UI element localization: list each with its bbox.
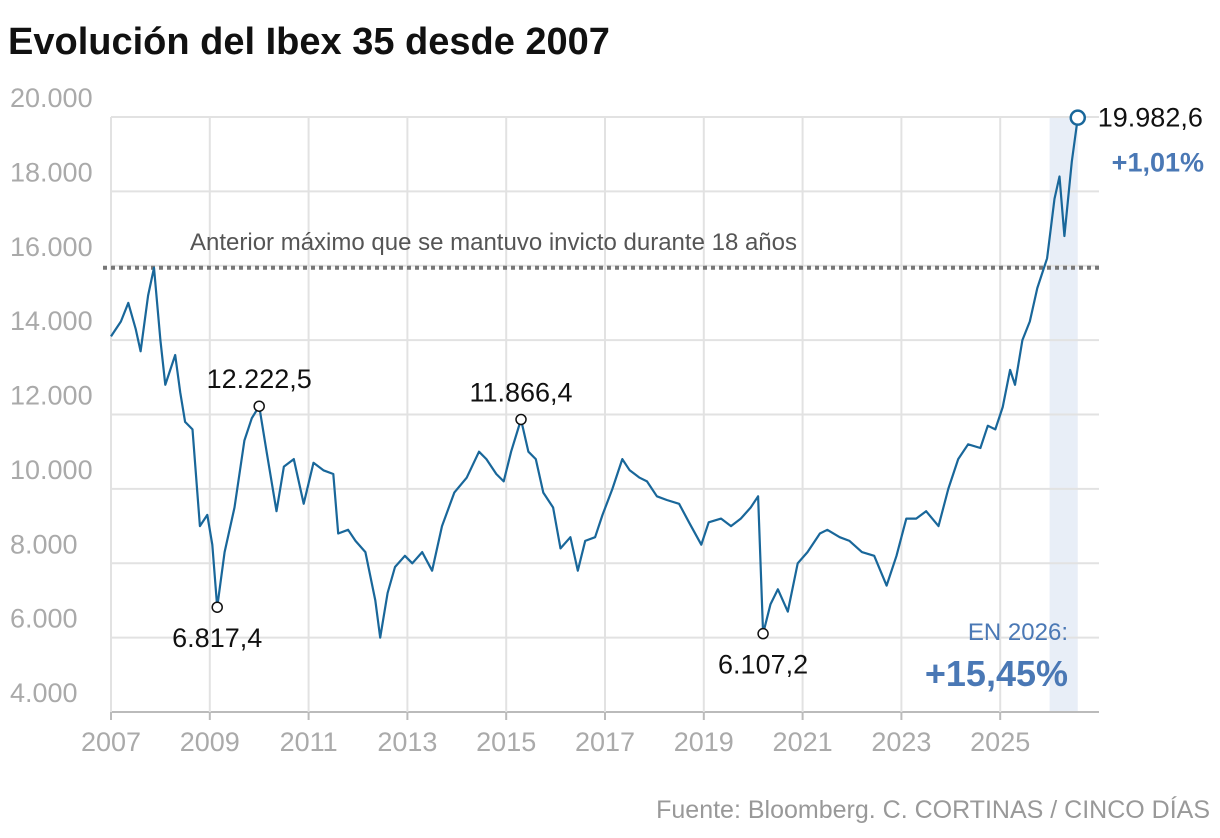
- chart-title: Evolución del Ibex 35 desde 2007: [8, 21, 610, 63]
- y-tick-label: 14.000: [10, 306, 93, 336]
- highlight-change: +15,45%: [925, 653, 1068, 694]
- x-tick-label: 2013: [377, 727, 437, 757]
- y-tick-label: 12.000: [10, 381, 93, 411]
- annotation-label: 12.222,5: [207, 364, 312, 394]
- annotation-label: 6.817,4: [172, 623, 262, 653]
- x-tick-label: 2019: [674, 727, 734, 757]
- x-tick-label: 2025: [970, 727, 1030, 757]
- y-tick-label: 10.000: [10, 455, 93, 485]
- line: [110, 117, 1079, 639]
- x-tick-label: 2017: [575, 727, 635, 757]
- last-point: [1069, 109, 1087, 126]
- x-tick-label: 2015: [476, 727, 536, 757]
- last-label: 19.982,6: [1098, 103, 1203, 133]
- annotation-marker: [515, 413, 527, 426]
- annotation-label: 11.866,4: [469, 377, 572, 407]
- annotation-marker: [253, 400, 265, 412]
- y-tick-label: 20.000: [10, 83, 93, 113]
- x-tick-label: 2011: [280, 727, 338, 757]
- x-tick-label: 2007: [81, 727, 141, 757]
- y-tick-label: 6.000: [10, 604, 78, 634]
- annotation-marker: [211, 601, 223, 613]
- highlight-label: EN 2026:: [968, 619, 1068, 646]
- y-tick-label: 4.000: [10, 678, 78, 708]
- y-tick-label: 18.000: [10, 157, 93, 187]
- y-tick-label: 16.000: [10, 232, 93, 262]
- x-tick-label: 2021: [773, 727, 833, 757]
- x-tick-label: 2023: [871, 727, 931, 757]
- y-tick-label: 8.000: [10, 529, 78, 559]
- source: Fuente: Bloomberg. C. CORTINAS / CINCO D…: [656, 795, 1210, 824]
- annotation-marker: [757, 627, 769, 640]
- last-change: +1,01%: [1112, 148, 1204, 178]
- x-tick-label: 2009: [180, 727, 240, 757]
- annotation-label: 6.107,2: [718, 650, 808, 680]
- reference-label: Anterior máximo que se mantuvo invicto d…: [190, 229, 797, 256]
